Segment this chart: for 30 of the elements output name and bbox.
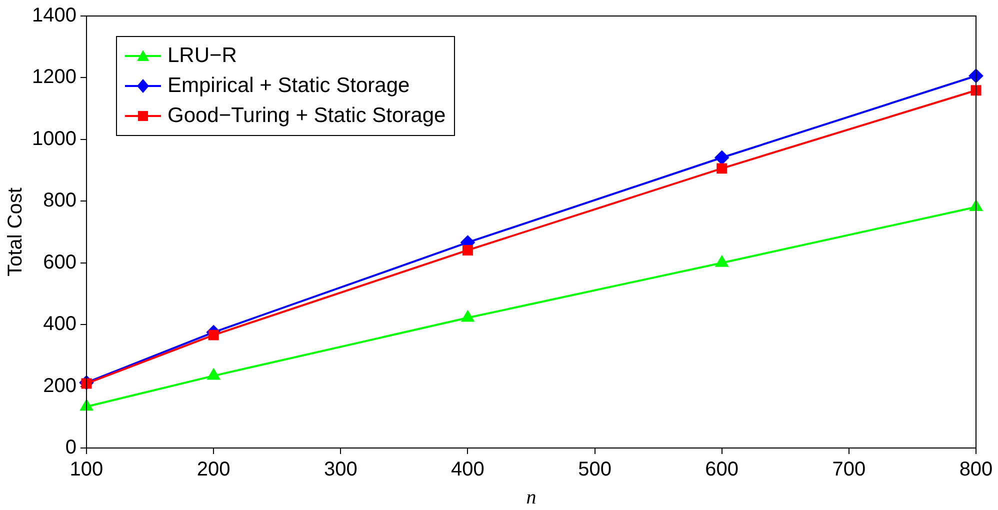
point [207, 368, 220, 380]
y-tick-label: 1400 [32, 4, 76, 27]
x-tick-label: 200 [196, 458, 230, 481]
point [208, 330, 219, 340]
y-tick-label: 1200 [32, 66, 76, 88]
legend-label: Empirical + Static Storage [167, 73, 410, 99]
y-tick-label: 600 [43, 251, 76, 274]
y-axis-title: Total Cost [4, 187, 27, 276]
x-tick-label: 400 [451, 458, 484, 481]
point [969, 68, 983, 83]
x-tick-label: 600 [705, 458, 739, 481]
point [714, 150, 729, 165]
point [970, 200, 982, 212]
y-tick-label: 200 [43, 374, 76, 397]
legend-label: LRU−R [167, 43, 237, 69]
point [716, 256, 728, 267]
point [462, 244, 473, 256]
legend-label: Good−Turing + Static Storage [167, 103, 446, 129]
x-tick-label: 700 [832, 458, 866, 481]
y-tick-label: 1000 [32, 128, 76, 150]
point [462, 310, 474, 322]
y-tick-label: 800 [43, 190, 76, 212]
point [716, 163, 728, 174]
x-tick-label: 800 [959, 458, 993, 481]
x-axis-title: n [526, 486, 536, 508]
y-tick-label: 0 [65, 436, 76, 459]
x-tick-label: 300 [324, 458, 358, 481]
x-tick-label: 100 [70, 458, 104, 481]
x-tick-label: 500 [578, 458, 612, 481]
y-tick-label: 400 [43, 313, 76, 336]
